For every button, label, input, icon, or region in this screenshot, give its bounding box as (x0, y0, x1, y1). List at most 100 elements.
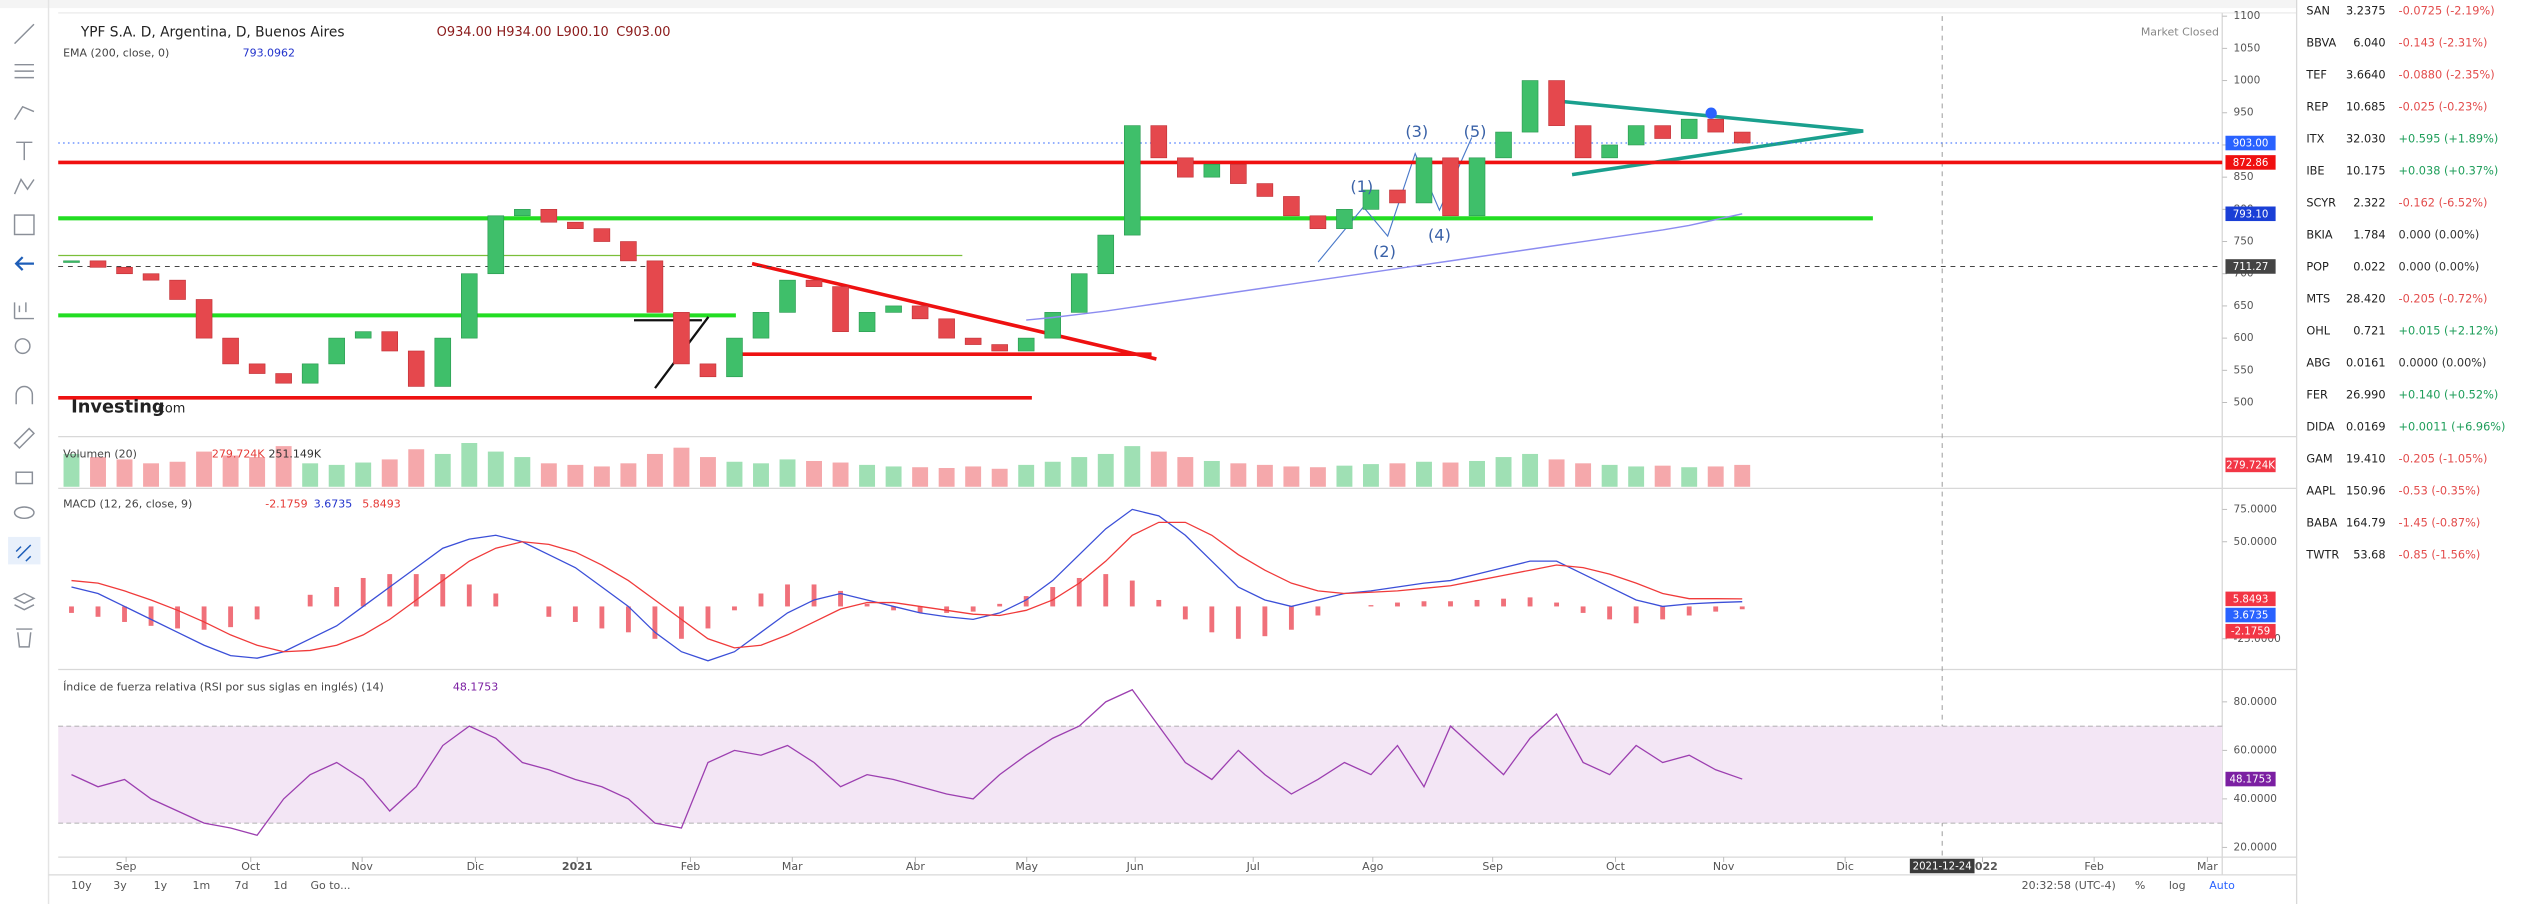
volume-bar (1283, 466, 1300, 487)
candle (1574, 125, 1592, 159)
pattern-tool[interactable] (13, 178, 35, 195)
volume-bar (991, 468, 1008, 487)
watchlist-price: 0.022 (2353, 259, 2385, 273)
axis-badge (2225, 457, 2276, 473)
range-button[interactable]: 3y (113, 879, 127, 892)
lines-tool[interactable] (14, 63, 34, 79)
scale-button[interactable]: log (2169, 879, 2186, 892)
volume-bar (302, 463, 319, 487)
watchlist-change: -0.0725 (-2.19%) (2399, 3, 2495, 17)
watchlist-symbol[interactable]: TWTR (2305, 548, 2339, 562)
watchlist-symbol[interactable]: POP (2306, 259, 2329, 273)
range-button[interactable]: 10y (71, 879, 92, 892)
watchlist-symbol[interactable]: IBE (2306, 163, 2324, 177)
toolbar-strip (0, 0, 2297, 9)
watchlist-symbol[interactable]: TEF (2305, 67, 2327, 81)
delete-tool[interactable] (16, 628, 33, 648)
draw-mode-tool[interactable] (13, 427, 35, 449)
watchlist-price: 150.96 (2346, 484, 2386, 498)
candle (354, 331, 372, 339)
histogram-bar (201, 606, 207, 630)
watchlist-symbol[interactable]: FER (2306, 388, 2328, 402)
left-toolbar (8, 0, 50, 904)
x-tick-label: 2022 (1967, 860, 1998, 873)
axis-badge (2225, 623, 2276, 639)
volume-bar (700, 457, 716, 487)
watchlist-symbol[interactable]: GAM (2306, 452, 2332, 466)
volume-bar (1309, 467, 1326, 487)
event-marker[interactable] (1705, 107, 1717, 119)
visibility-tool[interactable] (13, 506, 35, 520)
range-button[interactable]: 1m (192, 879, 210, 892)
scale-button[interactable]: % (2135, 879, 2145, 892)
volume-bar (1575, 463, 1592, 487)
histogram-bar (413, 574, 419, 607)
lock-tool[interactable] (15, 471, 34, 485)
histogram-bar (1103, 574, 1109, 607)
zoom-tool[interactable] (14, 338, 31, 355)
range-button[interactable]: 1y (154, 879, 168, 892)
layers-tool[interactable] (12, 592, 36, 611)
watchlist-symbol[interactable]: DIDA (2306, 420, 2335, 434)
x-tick-label: Nov (1713, 860, 1735, 873)
wave-label: (3) (1405, 122, 1428, 141)
back-tool[interactable] (14, 256, 34, 271)
candle (222, 337, 239, 365)
scale-button[interactable]: Auto (2209, 879, 2235, 892)
forecast-tool[interactable] (13, 214, 35, 236)
watchlist-symbol[interactable]: BBVA (2306, 35, 2336, 49)
volume-bar (1681, 467, 1698, 487)
watermark: Investing (71, 397, 164, 418)
volume-bar (673, 447, 690, 487)
measure-tool[interactable] (13, 302, 34, 320)
candle (1256, 183, 1274, 197)
y-tick-label: 550 (2234, 364, 2254, 376)
watchlist-symbol[interactable]: REP (2306, 99, 2328, 113)
watchlist-symbol[interactable]: SCYR (2306, 195, 2336, 209)
range-button[interactable]: 1d (273, 879, 287, 892)
y-tick-label: -25.0000 (2234, 633, 2281, 645)
text-tool[interactable] (16, 141, 33, 161)
goto-button[interactable]: Go to... (311, 879, 351, 892)
magnet-tool[interactable] (15, 385, 34, 405)
axis-badge-label: 872.86 (2233, 158, 2269, 169)
volume-bar (1601, 464, 1618, 487)
volume-bar (328, 464, 345, 487)
ohlc-label: L900.10 (556, 25, 608, 40)
candle (461, 273, 478, 339)
range-button[interactable]: 7d (235, 879, 249, 892)
candle (1362, 189, 1380, 210)
watchlist-symbol[interactable]: MTS (2306, 292, 2330, 306)
rsi-band (58, 726, 2223, 824)
histogram-bar (175, 606, 180, 629)
watchlist-symbol[interactable]: ITX (2306, 131, 2324, 145)
volume-bar (408, 449, 425, 487)
trend-tool[interactable] (14, 23, 35, 45)
histogram-bar (228, 606, 234, 628)
x-tick-label: Dic (1836, 860, 1854, 873)
watchlist-symbol[interactable]: BKIA (2306, 227, 2333, 241)
watchlist-symbol[interactable]: BABA (2306, 516, 2337, 530)
histogram-bar (1235, 606, 1241, 639)
watchlist-symbol[interactable]: SAN (2306, 3, 2330, 17)
candle (620, 241, 637, 262)
histogram-bar (1501, 598, 1506, 607)
watchlist-change: -0.025 (-0.23%) (2399, 99, 2488, 113)
x-tick-label: Mar (782, 860, 803, 873)
axis-badge-label: 48.1753 (2229, 775, 2271, 786)
candle (1336, 209, 1353, 229)
volume-bar (1097, 453, 1114, 487)
watchlist-symbol[interactable]: AAPL (2306, 484, 2336, 498)
link-tool[interactable] (15, 544, 32, 562)
indicator-name: Índice de fuerza relativa (RSI por sus s… (63, 680, 384, 693)
volume-bar (434, 453, 451, 487)
brush-tool[interactable] (13, 105, 35, 121)
y-tick-label: 1100 (2234, 10, 2261, 22)
watchlist-symbol[interactable]: OHL (2306, 324, 2330, 338)
volume-bar (487, 451, 504, 487)
axis-badge-label: 279.724K (2226, 460, 2275, 471)
y-tick-label: 500 (2234, 397, 2254, 409)
watchlist-symbol[interactable]: ABG (2306, 356, 2330, 370)
symmetric-triangle (1549, 98, 1864, 177)
